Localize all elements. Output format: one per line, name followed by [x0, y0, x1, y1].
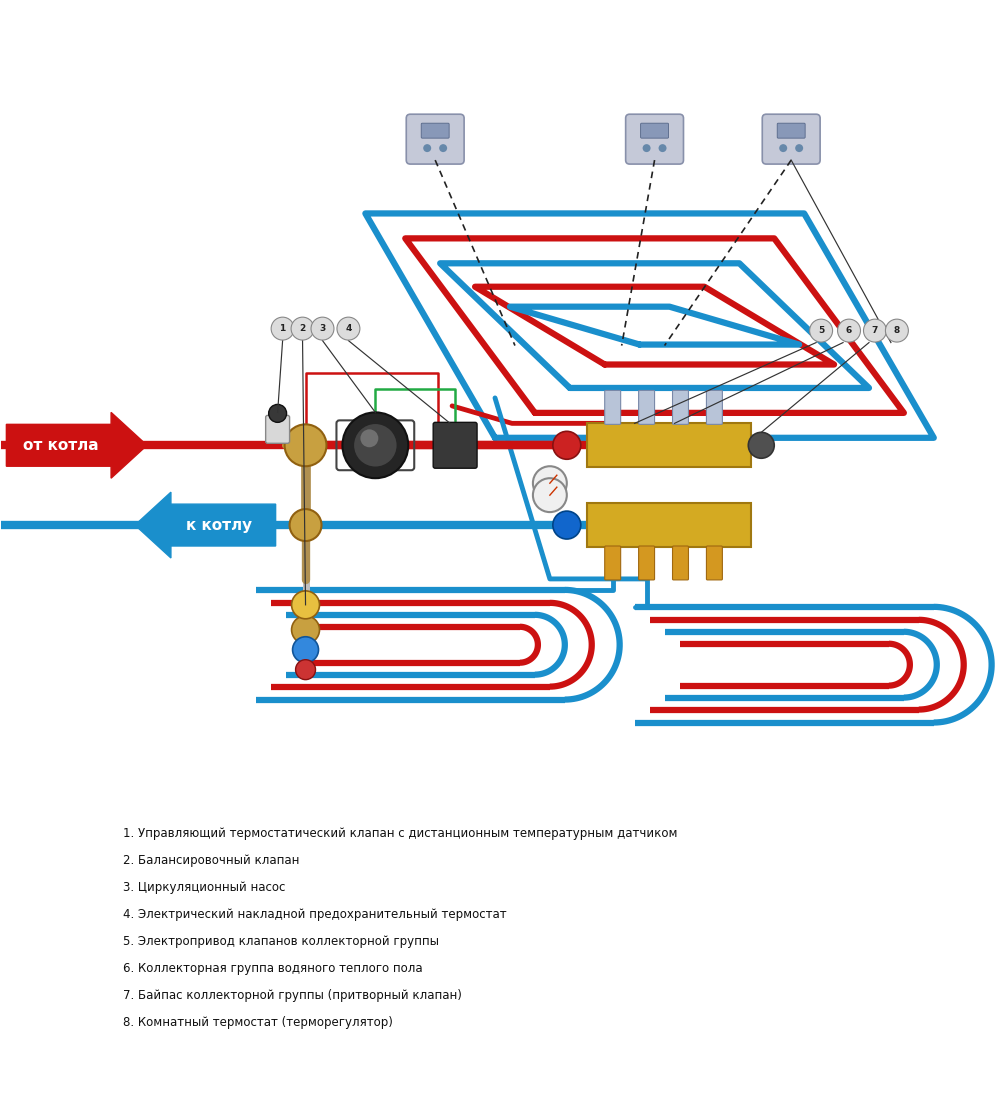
FancyBboxPatch shape: [587, 424, 751, 468]
Polygon shape: [6, 412, 147, 478]
Circle shape: [271, 317, 294, 340]
Circle shape: [269, 405, 287, 422]
Polygon shape: [135, 492, 276, 558]
Circle shape: [292, 591, 320, 619]
Text: 1. Управляющий термостатический клапан с дистанционным температурным датчиком: 1. Управляющий термостатический клапан с…: [123, 827, 678, 840]
Text: к котлу: к котлу: [186, 518, 252, 532]
Circle shape: [439, 144, 447, 152]
Circle shape: [296, 660, 316, 680]
FancyBboxPatch shape: [639, 390, 655, 425]
Circle shape: [643, 144, 651, 152]
Text: 7: 7: [872, 326, 878, 336]
Circle shape: [342, 412, 408, 478]
Circle shape: [810, 319, 833, 342]
Circle shape: [290, 509, 321, 541]
Circle shape: [533, 466, 567, 500]
Text: 3: 3: [319, 324, 326, 333]
FancyBboxPatch shape: [762, 114, 820, 164]
Circle shape: [291, 317, 314, 340]
Circle shape: [838, 319, 860, 342]
FancyBboxPatch shape: [641, 123, 669, 139]
FancyBboxPatch shape: [605, 546, 621, 580]
Circle shape: [863, 319, 886, 342]
FancyBboxPatch shape: [266, 416, 290, 443]
Text: 4. Электрический накладной предохранительный термостат: 4. Электрический накладной предохранител…: [123, 908, 507, 921]
Circle shape: [353, 424, 397, 468]
Text: 2. Балансировочный клапан: 2. Балансировочный клапан: [123, 855, 299, 867]
Text: 1: 1: [279, 324, 286, 333]
FancyBboxPatch shape: [433, 422, 477, 469]
FancyBboxPatch shape: [639, 546, 655, 580]
Text: 6. Коллекторная группа водяного теплого пола: 6. Коллекторная группа водяного теплого …: [123, 961, 423, 975]
Circle shape: [311, 317, 334, 340]
FancyBboxPatch shape: [706, 546, 722, 580]
Circle shape: [293, 637, 319, 662]
Circle shape: [553, 431, 581, 460]
FancyBboxPatch shape: [673, 546, 688, 580]
Circle shape: [360, 429, 378, 448]
Text: 5: 5: [818, 326, 824, 336]
Circle shape: [659, 144, 667, 152]
Circle shape: [285, 425, 326, 466]
Text: 6: 6: [846, 326, 852, 336]
Circle shape: [779, 144, 787, 152]
Circle shape: [423, 144, 431, 152]
Text: от котла: от котла: [23, 438, 99, 453]
FancyBboxPatch shape: [777, 123, 805, 139]
Text: 8: 8: [894, 326, 900, 336]
FancyBboxPatch shape: [626, 114, 683, 164]
Circle shape: [533, 478, 567, 513]
Circle shape: [748, 432, 774, 459]
Text: 7. Байпас коллекторной группы (притворный клапан): 7. Байпас коллекторной группы (притворны…: [123, 989, 462, 1002]
Text: 4: 4: [345, 324, 352, 333]
Text: 2: 2: [299, 324, 306, 333]
FancyBboxPatch shape: [406, 114, 464, 164]
Text: 3. Циркуляционный насос: 3. Циркуляционный насос: [123, 881, 285, 894]
FancyBboxPatch shape: [421, 123, 449, 139]
FancyBboxPatch shape: [706, 390, 722, 425]
Text: 8. Комнатный термостат (терморегулятор): 8. Комнатный термостат (терморегулятор): [123, 1015, 393, 1028]
Circle shape: [885, 319, 908, 342]
FancyBboxPatch shape: [673, 390, 688, 425]
Circle shape: [553, 512, 581, 539]
Circle shape: [337, 317, 360, 340]
FancyBboxPatch shape: [587, 503, 751, 547]
Circle shape: [292, 616, 320, 644]
Circle shape: [795, 144, 803, 152]
Text: 5. Электропривод клапанов коллекторной группы: 5. Электропривод клапанов коллекторной г…: [123, 935, 439, 948]
FancyBboxPatch shape: [605, 390, 621, 425]
